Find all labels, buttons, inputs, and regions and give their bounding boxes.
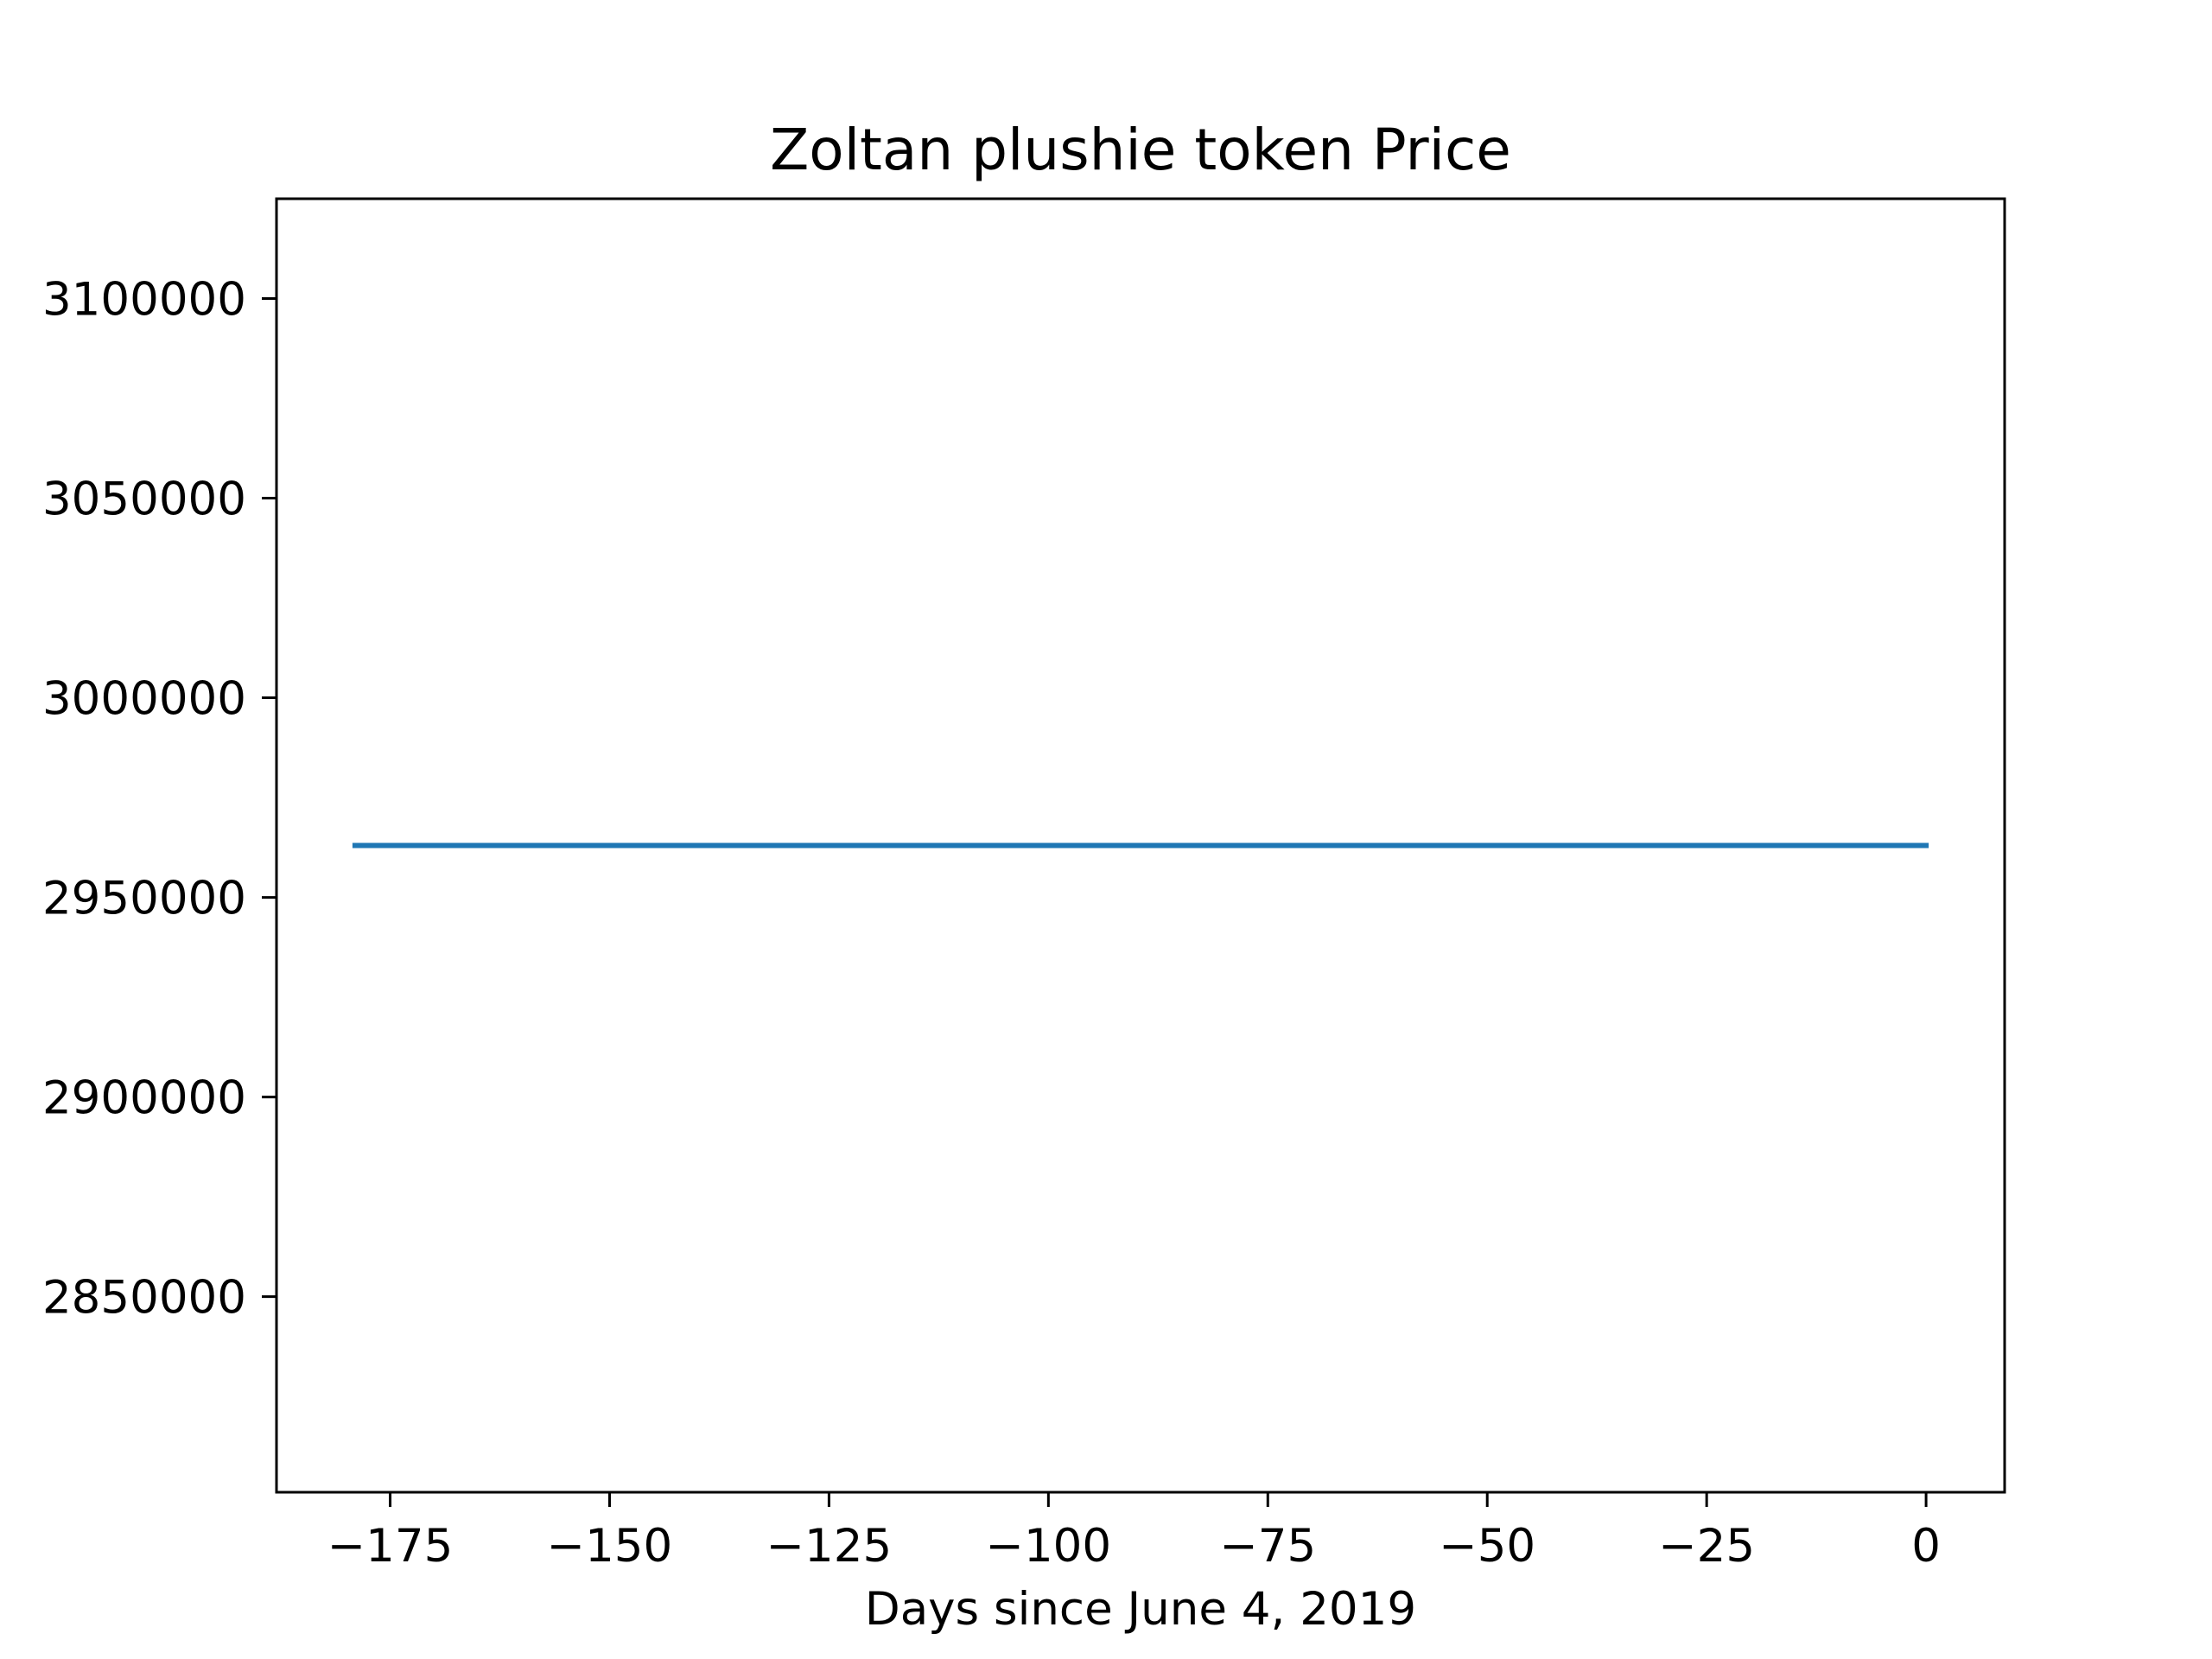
y-tick-label: 2850000 — [42, 1272, 246, 1325]
x-tick-label: −175 — [327, 1520, 454, 1573]
x-tick-label: 0 — [1911, 1520, 1941, 1573]
y-axis-ticks: 2850000 2900000 2950000 3000000 3050000 31000… — [42, 274, 276, 1325]
x-axis-label: Days since June 4, 2019 — [865, 1583, 1416, 1636]
x-tick-label: −25 — [1658, 1520, 1755, 1573]
plot-area-frame — [275, 197, 2006, 1494]
y-tick-label: 3100000 — [42, 274, 246, 327]
y-tick-label: 2900000 — [42, 1072, 246, 1125]
x-tick-label: −125 — [766, 1520, 893, 1573]
y-tick-label: 3050000 — [42, 474, 246, 526]
x-tick-label: −75 — [1219, 1520, 1316, 1573]
x-axis-ticks: −175 −150 −125 −100 −75 −50 −25 0 — [327, 1492, 1941, 1573]
y-tick-label: 3000000 — [42, 673, 246, 726]
y-tick-label: 2950000 — [42, 873, 246, 925]
x-tick-label: −100 — [986, 1520, 1112, 1573]
chart-title: Zoltan plushie token Price — [770, 117, 1511, 183]
x-tick-label: −150 — [547, 1520, 673, 1573]
x-tick-label: −50 — [1439, 1520, 1535, 1573]
